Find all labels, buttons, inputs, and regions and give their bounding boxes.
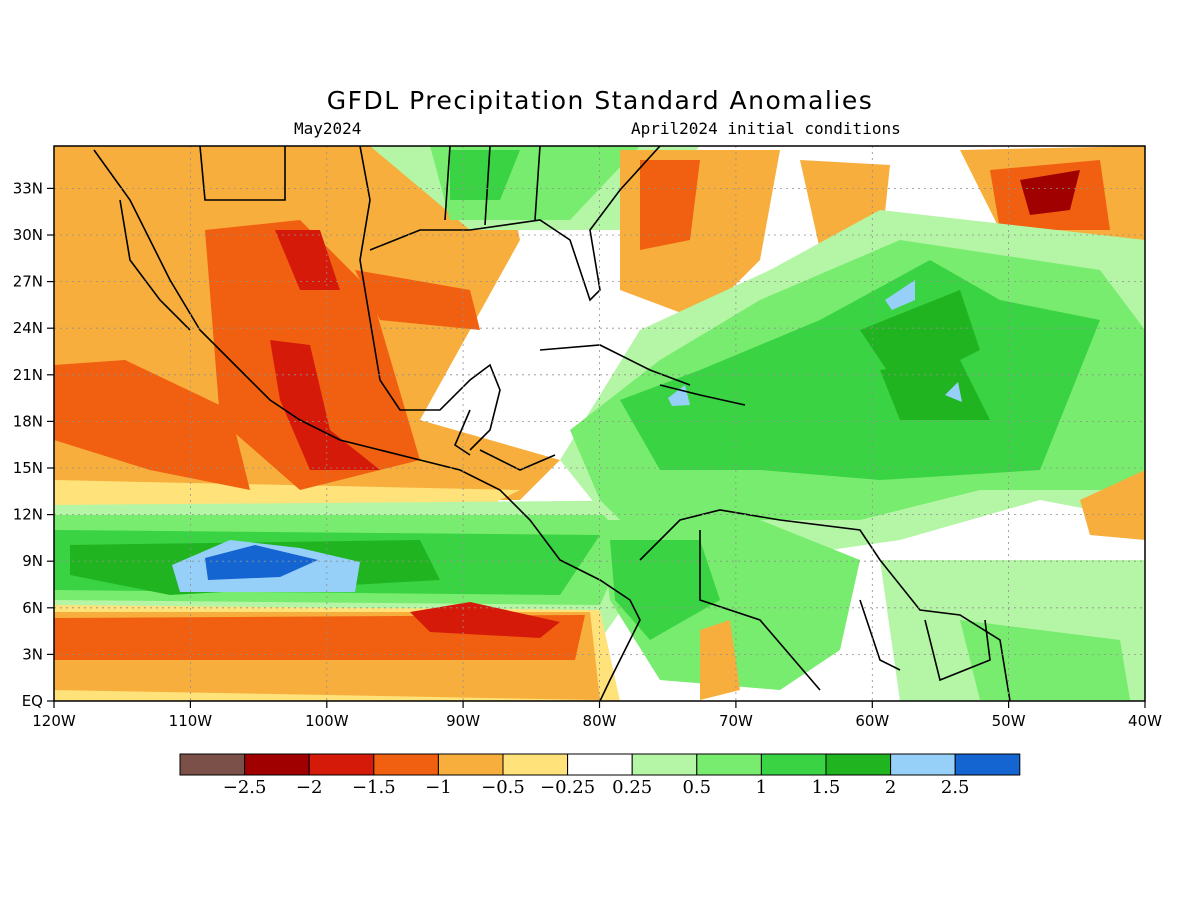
colorbar-swatch <box>696 753 762 776</box>
colorbar-swatch <box>631 753 698 776</box>
colorbar-swatch <box>179 753 246 776</box>
lat-label: 3N <box>22 645 43 663</box>
colorbar-swatch <box>825 753 892 776</box>
lat-label: EQ <box>22 692 43 710</box>
colorbar-swatch <box>502 753 569 776</box>
colorbar-label: −0.25 <box>540 777 595 798</box>
colorbar-swatch <box>244 753 310 776</box>
colorbar-labels: −2.5 −2 −1.5 −1 −0.5 −0.25 0.25 0.5 1 1.5 2 2.5 <box>223 777 970 798</box>
lat-label: 12N <box>13 506 43 524</box>
colorbar-swatch <box>308 753 375 776</box>
colorbar-label: 0.5 <box>682 777 711 798</box>
lon-label: 50W <box>992 712 1026 730</box>
colorbar-swatch <box>373 753 439 776</box>
colorbar-label: 0.25 <box>612 777 652 798</box>
lat-label: 27N <box>13 273 43 291</box>
colorbar-label: 2.5 <box>941 777 970 798</box>
lat-label: 15N <box>13 459 43 477</box>
axis-ticks <box>47 187 1146 708</box>
lat-label: 30N <box>13 226 43 244</box>
colorbar-label: 1 <box>756 777 767 798</box>
lon-label: 100W <box>305 712 349 730</box>
lon-label: 60W <box>855 712 889 730</box>
forecast-month: May2024 <box>294 119 362 138</box>
lon-label: 80W <box>583 712 617 730</box>
lon-labels: 120W 110W 100W 90W 80W 70W 60W 50W 40W <box>32 712 1162 730</box>
lon-label: 120W <box>32 712 76 730</box>
colorbar-label: −2.5 <box>223 777 267 798</box>
lon-label: 40W <box>1128 712 1162 730</box>
colorbar-label: 2 <box>885 777 896 798</box>
lat-label: 33N <box>13 179 43 197</box>
lat-label: 18N <box>13 412 43 430</box>
colorbar-label: −1.5 <box>352 777 396 798</box>
gridlines <box>54 146 1145 701</box>
colorbar-swatch <box>954 753 1021 776</box>
colorbar-label: −1 <box>425 777 452 798</box>
lat-label: 24N <box>13 319 43 337</box>
colorbar-swatch <box>760 753 827 776</box>
lat-labels: EQ 3N 6N 9N 12N 15N 18N 21N 24N 27N 30N … <box>13 179 43 710</box>
initial-conditions: April2024 initial conditions <box>631 119 901 138</box>
colorbar-swatch <box>437 753 504 776</box>
lat-label: 6N <box>22 599 43 617</box>
lat-label: 9N <box>22 552 43 570</box>
coastlines <box>93 146 1011 701</box>
colorbar-swatch <box>567 753 633 776</box>
map-title: GFDL Precipitation Standard Anomalies <box>326 86 874 115</box>
lat-label: 21N <box>13 366 43 384</box>
colorbar <box>179 753 1021 776</box>
colorbar-label: −0.5 <box>481 777 525 798</box>
lon-label: 90W <box>446 712 480 730</box>
colorbar-swatch <box>890 753 956 776</box>
colorbar-label: 1.5 <box>812 777 841 798</box>
lon-label: 110W <box>169 712 213 730</box>
colorbar-label: −2 <box>296 777 323 798</box>
lon-label: 70W <box>719 712 753 730</box>
